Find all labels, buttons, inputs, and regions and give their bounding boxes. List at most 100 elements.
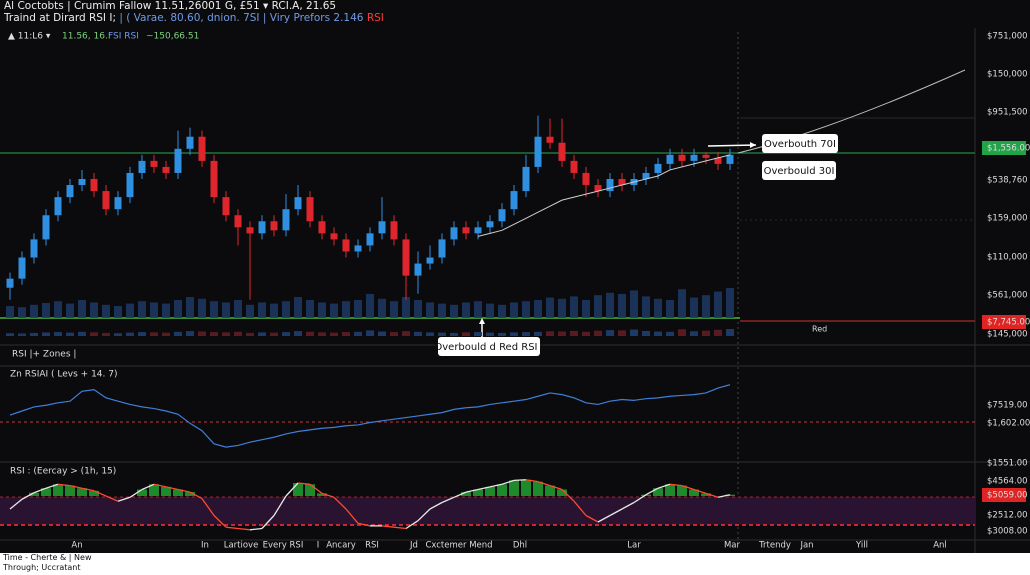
volume-bar-lower	[198, 331, 206, 336]
volume-bar-lower	[54, 332, 62, 336]
rsi-histogram	[461, 492, 471, 496]
annotation: Overbouth 70I	[764, 139, 836, 150]
volume-bar-lower	[618, 330, 626, 336]
pane-title: RSI : (Eercay > (1h, 15)	[10, 467, 116, 477]
rsi-segment	[573, 500, 587, 516]
rsi-segment	[9, 498, 23, 510]
price-label: $145,000	[987, 330, 1028, 340]
rsi-segment	[213, 515, 227, 528]
rsi-histogram	[89, 490, 99, 496]
x-tick-label: Cxctemer Mend	[425, 541, 492, 551]
candle-body	[546, 136, 554, 143]
volume-bar-lower	[462, 332, 470, 336]
rsi-segment	[273, 495, 287, 516]
volume-bar-lower	[18, 333, 26, 336]
volume-bar-lower	[90, 332, 98, 336]
volume-bar	[630, 290, 638, 318]
toolbar-item: FSI RSI	[108, 32, 139, 42]
volume-bar	[282, 301, 290, 318]
volume-bar	[102, 304, 110, 318]
rsi-histogram	[665, 484, 675, 496]
x-tick-label: Dhl	[513, 541, 527, 551]
candle-body	[174, 148, 182, 173]
volume-bar-lower	[402, 331, 410, 336]
rsi-segment	[477, 486, 491, 491]
rsi-segment	[33, 487, 47, 494]
candle-body	[510, 191, 518, 210]
rsi-segment	[237, 527, 251, 531]
volume-bar	[42, 303, 50, 318]
candle-body	[258, 221, 266, 234]
volume-bar	[306, 300, 314, 318]
volume-bar-lower	[642, 330, 650, 336]
arrow	[707, 144, 757, 147]
volume-bar	[78, 300, 86, 318]
price-tag	[982, 141, 1026, 155]
toolbar-item[interactable]: ▲ 11:L6 ▾	[8, 32, 51, 42]
rsi-segment	[285, 482, 299, 497]
price-label: $110,000	[987, 253, 1028, 263]
toolbar-item: 11.56, 16.:	[62, 32, 111, 42]
volume-bar	[558, 298, 566, 318]
volume-bar-lower	[582, 331, 590, 336]
candle-body	[162, 166, 170, 173]
candle-body	[486, 221, 494, 228]
volume-bar	[222, 302, 230, 318]
volume-bar-lower	[258, 332, 266, 336]
rsi-segment	[681, 484, 695, 491]
x-tick-label: An	[71, 541, 82, 551]
candle-body	[222, 197, 230, 216]
candle-body	[330, 233, 338, 240]
candle-body	[606, 179, 614, 192]
moving-average	[477, 154, 731, 237]
volume-bar-lower	[222, 332, 230, 336]
candle-body	[30, 239, 38, 258]
volume-bar-lower	[126, 332, 134, 336]
volume-bar	[522, 301, 530, 318]
volume-bar	[546, 297, 554, 318]
rsi-histogram	[533, 481, 543, 496]
volume-bar-lower	[114, 333, 122, 336]
volume-bar-lower	[666, 331, 674, 336]
price-label: $7,745.00	[987, 318, 1030, 328]
volume-bar-lower	[282, 332, 290, 336]
rsi-segment	[441, 496, 455, 504]
candle-body	[390, 221, 398, 240]
rsi-segment	[261, 515, 275, 529]
volume-bar-lower	[138, 332, 146, 336]
volume-bar-lower	[474, 332, 482, 336]
volume-bar-lower	[726, 329, 734, 336]
price-label: $150,000	[987, 70, 1028, 80]
volume-bar	[150, 302, 158, 318]
volume-bar-lower	[690, 331, 698, 336]
candle-body	[522, 166, 530, 192]
header-text: RSI	[366, 12, 384, 24]
rsi-segment	[81, 487, 95, 492]
volume-bar-lower	[438, 332, 446, 336]
rsi-histogram	[689, 489, 699, 496]
rsi-segment	[165, 486, 179, 491]
rsi-histogram	[149, 484, 159, 496]
annotation: Overbould d Red RSI I	[434, 342, 543, 353]
volume-bar	[474, 301, 482, 318]
volume-bar	[414, 300, 422, 318]
volume-bar	[606, 292, 614, 318]
candle-body	[78, 179, 86, 186]
candle-body	[282, 209, 290, 231]
rsi-segment	[69, 484, 83, 489]
volume-bar	[294, 297, 302, 318]
header-line: Traind at Dirard RSI I; | ( Varae. 80.60…	[4, 12, 1030, 24]
candle-body	[402, 239, 410, 276]
rsi-segment	[705, 492, 719, 498]
volume-bar-lower	[378, 331, 386, 336]
candle-body	[246, 227, 254, 234]
candle-body	[714, 157, 722, 164]
rsi-segment	[105, 495, 119, 502]
volume-bar	[498, 304, 506, 318]
annotation-box	[762, 134, 838, 153]
rsi-segment	[309, 483, 323, 494]
rsi-segment	[93, 490, 107, 497]
volume-bar-lower	[6, 333, 14, 336]
pane-axis-label: $1551.00	[987, 459, 1028, 469]
volume-bar-lower	[354, 331, 362, 336]
